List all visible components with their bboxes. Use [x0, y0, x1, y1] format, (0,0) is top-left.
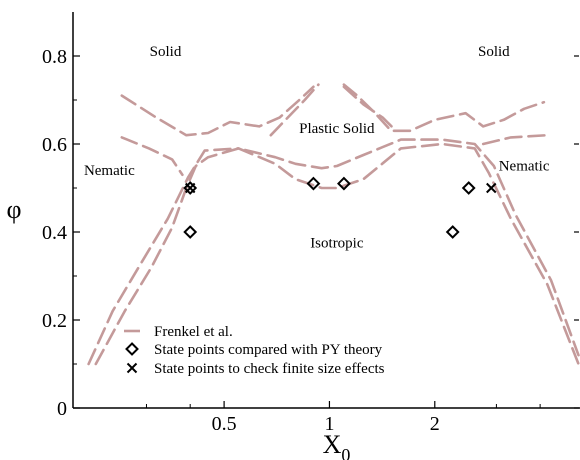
region-label: Nematic — [499, 158, 550, 174]
x-axis-label: X0 — [323, 430, 351, 460]
x-tick-label: 2 — [430, 413, 440, 435]
y-tick-label: 0.8 — [42, 46, 67, 68]
region-label: Solid — [150, 44, 182, 60]
diamond-state-point — [461, 181, 476, 195]
y-axis-label: φ — [6, 195, 21, 224]
phase-boundary-line — [120, 85, 315, 137]
legend: Frenkel et al. State points compared with… — [124, 324, 385, 377]
diamond-state-point — [337, 176, 351, 191]
diamond-state-point — [306, 176, 321, 191]
region-label: Solid — [478, 44, 510, 60]
x-state-point — [486, 182, 497, 194]
phase-boundary-line — [120, 136, 184, 177]
x-tick-label: 0.5 — [212, 413, 237, 435]
diamond-state-point — [183, 181, 198, 195]
region-label: Plastic Solid — [299, 121, 375, 137]
phase-boundary-line — [94, 138, 580, 366]
state-points — [183, 176, 497, 239]
phase-boundary-line — [269, 83, 320, 137]
legend-label: State points compared with PY theory — [154, 342, 383, 358]
phase-boundary-line — [87, 142, 580, 366]
legend-diamond-swatch — [125, 342, 139, 356]
x-state-point — [184, 182, 196, 194]
phase-boundary-line — [481, 133, 549, 146]
tick-labels: 0 0.2 0.4 0.6 0.8 0.5 1 2 — [42, 46, 440, 435]
region-labels: Solid Solid Plastic Solid Nematic Nematic Iso… — [84, 44, 550, 251]
axes — [72, 12, 580, 409]
diamond-state-point — [183, 225, 198, 239]
phase-boundary-curves — [87, 83, 580, 366]
diamond-state-point — [445, 225, 460, 239]
y-tick-label: 0.2 — [42, 310, 67, 332]
y-tick-label: 0.6 — [42, 134, 67, 156]
legend-x-swatch — [126, 362, 138, 374]
legend-label: Frenkel et al. — [154, 324, 233, 340]
legend-label: State points to check finite size effect… — [154, 361, 385, 377]
region-label: Isotropic — [310, 235, 364, 251]
x-tick-label: 1 — [324, 413, 334, 435]
phase-boundary-line — [342, 85, 398, 133]
y-tick-label: 0.4 — [42, 222, 67, 244]
y-tick-label: 0 — [57, 398, 67, 420]
region-label: Nematic — [84, 163, 135, 179]
